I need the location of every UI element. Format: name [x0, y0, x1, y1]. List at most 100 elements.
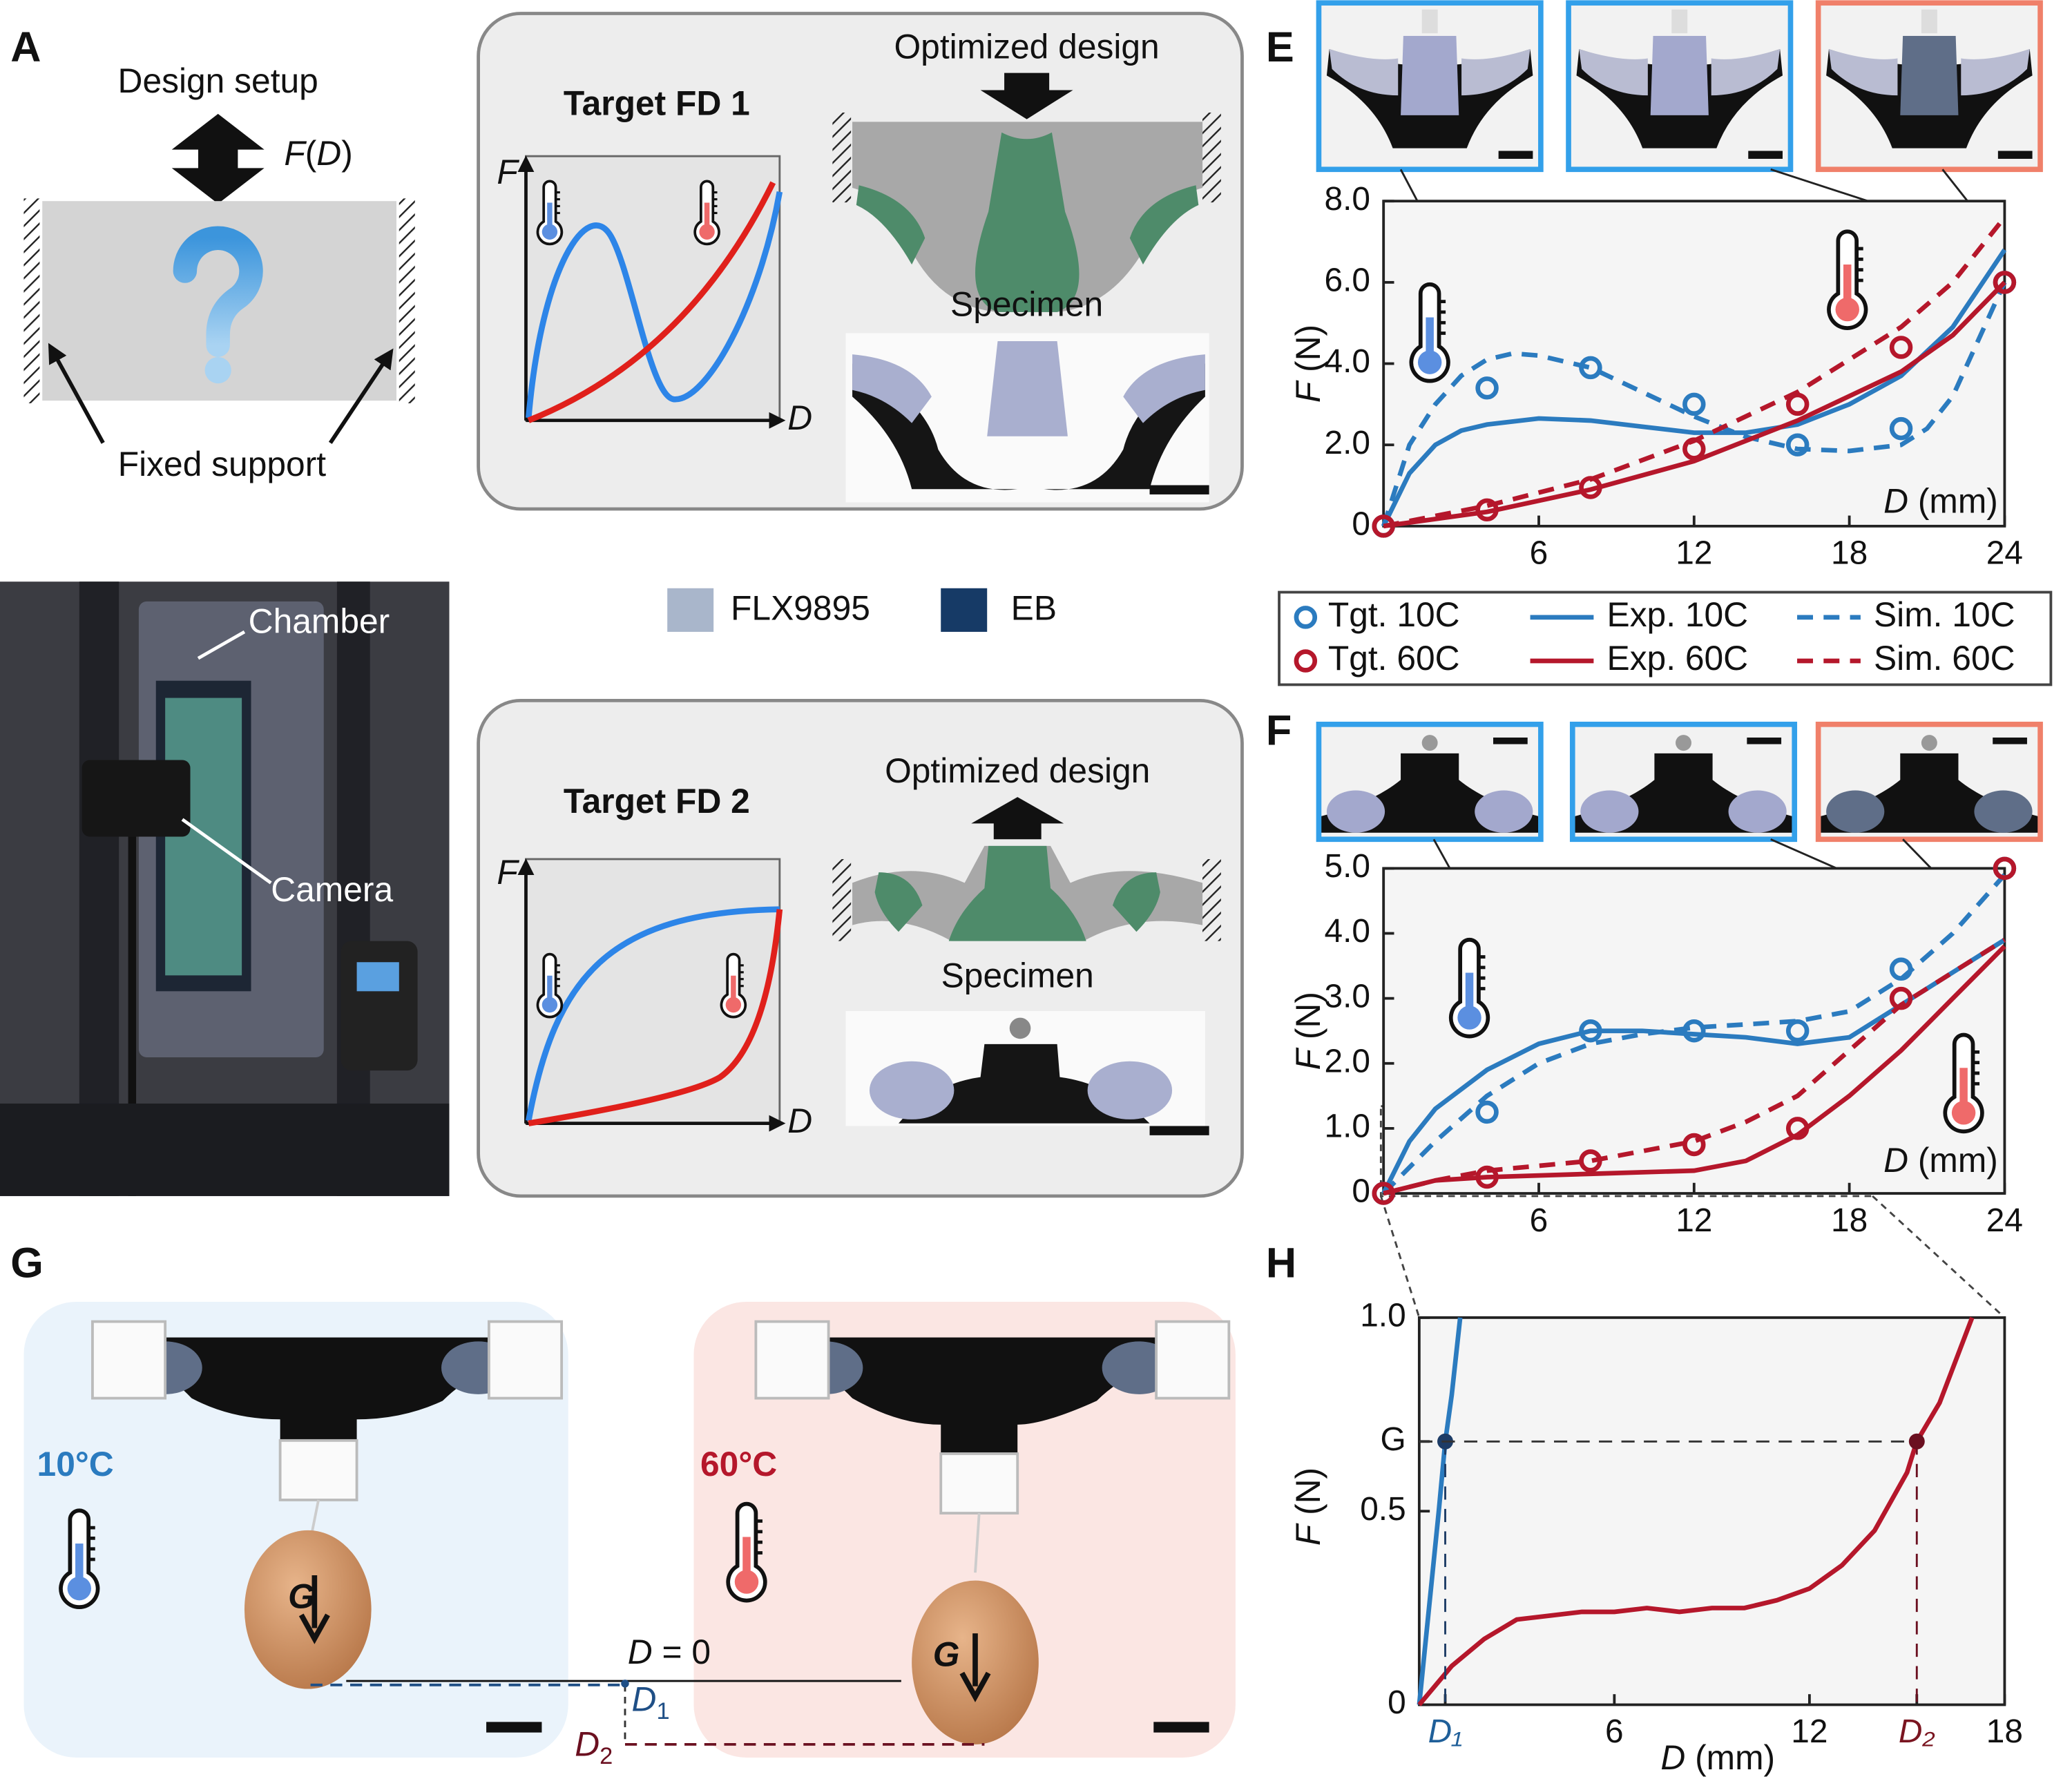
force-part: F: [284, 134, 307, 173]
zero-label: D = 0: [628, 1633, 711, 1671]
specimen-eb: [852, 363, 1205, 490]
d1-part: 1: [656, 1698, 669, 1724]
chart: 6 12 18 24 0 2.0 4.0 6.0 8.0 D (mm) F (N) Tgt. 10C E…: [1278, 181, 2053, 686]
weight-label: G: [933, 1635, 960, 1674]
x-axis-label-part: (mm): [1908, 1141, 1998, 1180]
y-tick-label: 2.0: [1325, 1043, 1371, 1079]
y-tick-label: 3.0: [1325, 978, 1371, 1014]
y-axis-label-part: F: [1289, 1523, 1327, 1546]
specimen-label: Specimen: [941, 956, 1094, 994]
legend-label: Tgt. 10C: [1328, 595, 1460, 634]
panel-c: Target FD 1 F D Optimized design Specime…: [477, 12, 1244, 511]
y-axis-label-part: (N): [1289, 325, 1327, 382]
weight-arrow: [298, 1575, 330, 1644]
target-point: [1993, 271, 2017, 294]
panel-letter: E: [1266, 23, 1294, 70]
controller-screen: [356, 962, 399, 992]
scale-bar: [1149, 485, 1209, 494]
y-tick-label: 1.0: [1360, 1298, 1406, 1334]
sketch-curve: [526, 191, 783, 419]
design-material: [874, 845, 1160, 941]
x-axis-label-part: D: [1660, 1738, 1685, 1777]
y-tick-label: 5.0: [1325, 848, 1371, 885]
thumbnail: [1818, 724, 2041, 840]
thumbnail-frame: [1569, 722, 1798, 843]
x-axis-label-part: (mm): [1685, 1738, 1775, 1777]
thumbnail-frame: [1316, 722, 1544, 843]
thumbnail: [1818, 3, 2041, 170]
frame: [336, 581, 370, 1196]
specimen-flx: [1087, 1061, 1173, 1119]
design-label: Optimized design: [885, 751, 1150, 790]
x-tick-label: 6: [1530, 535, 1548, 572]
legend-marker: [1294, 649, 1318, 673]
y-tick-label: 0: [1352, 1173, 1370, 1210]
marker-dot: [1908, 1433, 1925, 1450]
sketch-curve: [526, 906, 780, 1122]
specimen-flx: [852, 340, 1205, 436]
curve: [1417, 1317, 1463, 1705]
force-part: (: [305, 134, 317, 173]
material-label: FLX9895: [731, 588, 870, 627]
y-axis-label-part: (N): [1289, 1468, 1327, 1525]
weight-arrow: [959, 1633, 991, 1702]
plot-area: [1417, 1316, 2006, 1706]
curve: [1381, 873, 2006, 1195]
y-axis-label: F (N): [1289, 325, 1327, 403]
pin: [1009, 1017, 1031, 1039]
x-tick-label: 12: [1676, 535, 1712, 572]
thumbnail-frame: [1566, 0, 1794, 173]
panel-letter: F: [1266, 706, 1292, 753]
arrow: [328, 348, 394, 444]
sketch-area: [525, 858, 781, 1125]
zero-part: D: [628, 1633, 653, 1671]
d1-label: D1: [632, 1680, 670, 1724]
curve: [1383, 944, 2006, 1196]
panel-letter: A: [10, 23, 41, 70]
target-title: Target FD 2: [564, 782, 750, 820]
legend-marker: [1294, 606, 1318, 629]
x-axis-label-part: (mm): [1908, 481, 1998, 520]
scale-bar: [1153, 1722, 1209, 1733]
material-label: EB: [1011, 588, 1057, 627]
d2-label: D2: [575, 1725, 613, 1769]
curve: [1381, 281, 2007, 527]
x-tick-label: 12: [1791, 1713, 1828, 1750]
x-tick-label: 18: [1831, 535, 1868, 572]
frame: [79, 581, 119, 1196]
load-arrow: [971, 797, 1064, 840]
y-tick-label: 2.0: [1325, 425, 1371, 461]
x-axis-label: D (mm): [1660, 1738, 1775, 1777]
thumbnail: [1318, 724, 1541, 840]
panel-g: 10°C 60°C G G D = 0 D1 D2: [23, 1301, 1236, 1769]
design-label: Optimized design: [894, 27, 1159, 66]
x-tick-label: 18: [1986, 1713, 2023, 1750]
sketch-curve: [527, 181, 776, 423]
d2-part: D: [575, 1725, 599, 1764]
weight-label: G: [288, 1577, 315, 1616]
y-axis-label-part: F: [1289, 380, 1327, 403]
zero-part: = 0: [653, 1633, 711, 1671]
target-point: [1475, 1100, 1499, 1124]
design-material: [856, 132, 1199, 312]
y-axis-label-part: (N): [1289, 992, 1327, 1049]
x-axis-label: D (mm): [1883, 481, 1998, 520]
y-axis-label: F (N): [1289, 992, 1327, 1070]
specimen-eb: [899, 1044, 1150, 1124]
wall: [23, 198, 40, 403]
x-tick-label: 12: [1676, 1202, 1712, 1239]
y-tick-label: G: [1381, 1421, 1406, 1458]
x-tick-label: 24: [1986, 535, 2023, 572]
x-axis-label-part: D: [1883, 481, 1908, 520]
y-tick-label: 4.0: [1325, 343, 1371, 380]
design-setup: Design setup: [118, 61, 318, 100]
target-point: [1993, 856, 2017, 881]
thumbnail: [1318, 3, 1541, 170]
y-tick-label: 4.0: [1325, 913, 1371, 950]
specimen-hot: [754, 1320, 1231, 1744]
legend-label: Exp. 10C: [1607, 595, 1749, 634]
specimen-label: Specimen: [950, 285, 1103, 323]
panel-letter: H: [1266, 1239, 1296, 1286]
sketch-curve: [528, 909, 783, 1126]
